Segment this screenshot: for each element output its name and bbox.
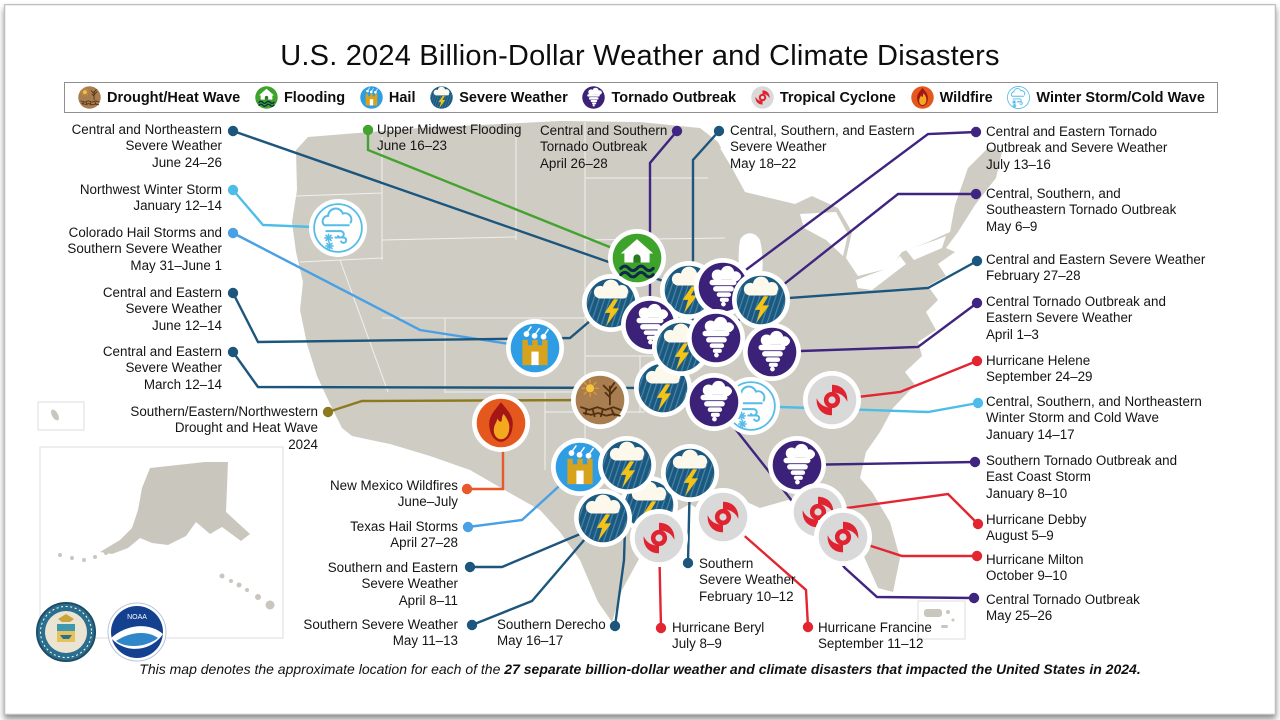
label-dot-torn-may6 (970, 188, 982, 200)
legend-item-tornado: Tornado Outbreak (581, 85, 736, 110)
legend-item-severe: Severe Weather (429, 85, 568, 110)
ship-shape (60, 635, 72, 639)
us-map: NOAA (36, 121, 1002, 662)
legend-label: Drought/Heat Wave (107, 89, 241, 106)
drought-icon (574, 374, 626, 426)
label-dot-torn-jul13 (970, 126, 982, 138)
wildfire-icon (476, 398, 526, 448)
tornado-icon (772, 440, 822, 490)
alaska-shape (100, 462, 250, 554)
flood-icon (611, 232, 663, 284)
tornado-icon (747, 327, 797, 377)
leader-line-sw-mar12 (232, 351, 664, 390)
legend-item-drought: Drought/Heat Wave (77, 85, 240, 110)
infographic-stage: U.S. 2024 Billion-Dollar Weather and Cli… (5, 5, 1275, 714)
hail-icon (509, 322, 561, 374)
leader-line-debby (817, 492, 979, 525)
label-dot-helene (971, 355, 983, 367)
label-dot-sw-apr8 (464, 561, 476, 573)
legend-item-cyclone: Tropical Cyclone (750, 85, 896, 110)
leader-line-sw-may11 (471, 517, 604, 627)
great-lakes (720, 148, 946, 295)
label-dot-torn-jan8 (969, 456, 981, 468)
noaa-logo-text: NOAA (127, 614, 147, 621)
leader-line-sw-feb27 (760, 259, 978, 302)
cyclone-icon (807, 375, 857, 425)
label-dot-hail-tx (462, 521, 474, 533)
label-dot-sw-jun24 (227, 125, 239, 137)
label-dot-sw-feb10 (682, 557, 694, 569)
footer-note: This map denotes the approximate locatio… (5, 661, 1275, 677)
label-dot-debby (972, 518, 984, 530)
hail-icon (554, 441, 606, 493)
commerce-logo (36, 602, 96, 662)
label-dot-sw-may11 (466, 619, 478, 631)
label-dot-flood (362, 124, 374, 136)
legend-item-wildfire: Wildfire (910, 85, 993, 110)
label-dot-hail-co (227, 227, 239, 239)
legend-label: Winter Storm/Cold Wave (1036, 89, 1205, 106)
puerto-rico-inset (917, 600, 966, 640)
label-dot-wildfire-nm (461, 483, 473, 495)
label-dot-torn-apr26 (671, 125, 683, 137)
tornado-icon (689, 377, 739, 427)
guam-inset (37, 401, 85, 431)
leader-line-hail-co (232, 231, 536, 350)
leader-line-francine (722, 516, 810, 628)
label-dot-torn-may25 (968, 592, 980, 604)
leader-line-drought (327, 398, 601, 414)
label-dot-winter-jan14 (972, 397, 984, 409)
legend-label: Flooding (283, 89, 346, 106)
infographic-frame: U.S. 2024 Billion-Dollar Weather and Cli… (4, 4, 1276, 715)
label-dot-beryl (655, 622, 667, 634)
leader-line-torn-apr1 (771, 302, 978, 354)
noaa-logo: NOAA (107, 602, 167, 662)
footer-bold: 27 separate billion-dollar weather and c… (504, 661, 1141, 677)
label-dot-francine (802, 621, 814, 633)
cyclone-icon (818, 512, 868, 562)
footer-prefix: This map denotes the approximate locatio… (139, 661, 505, 677)
label-dot-derecho (609, 620, 621, 632)
state-borders (295, 122, 726, 470)
winter-icon (313, 203, 363, 253)
legend-item-flood: Flooding (254, 85, 345, 110)
leader-line-flood (366, 130, 638, 260)
eagle-shape (58, 614, 74, 622)
label-dot-milton (971, 550, 983, 562)
tornado-icon (691, 313, 741, 363)
legend-item-hail: Hail (359, 85, 416, 110)
legend-label: Hail (388, 89, 416, 106)
leader-line-torn-jul13 (722, 130, 977, 288)
page-title: U.S. 2024 Billion-Dollar Weather and Cli… (280, 40, 1000, 72)
cyclone-icon (634, 513, 684, 563)
legend-label: Tropical Cyclone (779, 89, 896, 106)
label-dot-sw-feb27 (971, 255, 983, 267)
cyclone-icon (698, 492, 748, 542)
legend-item-winter: Winter Storm/Cold Wave (1006, 85, 1205, 110)
label-dot-torn-apr1 (971, 297, 983, 309)
label-dot-winter-nw (227, 184, 239, 196)
leader-line-torn-jan8 (796, 460, 976, 467)
legend-label: Wildfire (939, 89, 993, 106)
hawaii-islands (219, 573, 275, 610)
legend-bar: Drought/Heat Wave Flooding Hail Severe Weat… (64, 82, 1218, 113)
label-dot-sw-jun12 (227, 287, 239, 299)
legend-label: Tornado Outbreak (611, 89, 737, 106)
legend-label: Severe Weather (459, 89, 568, 106)
label-dot-sw-mar12 (227, 346, 239, 358)
aleutian-islands (58, 551, 108, 562)
label-dot-drought (322, 406, 334, 418)
label-dot-sw-may18 (713, 125, 725, 137)
us-landmass (292, 121, 1002, 622)
